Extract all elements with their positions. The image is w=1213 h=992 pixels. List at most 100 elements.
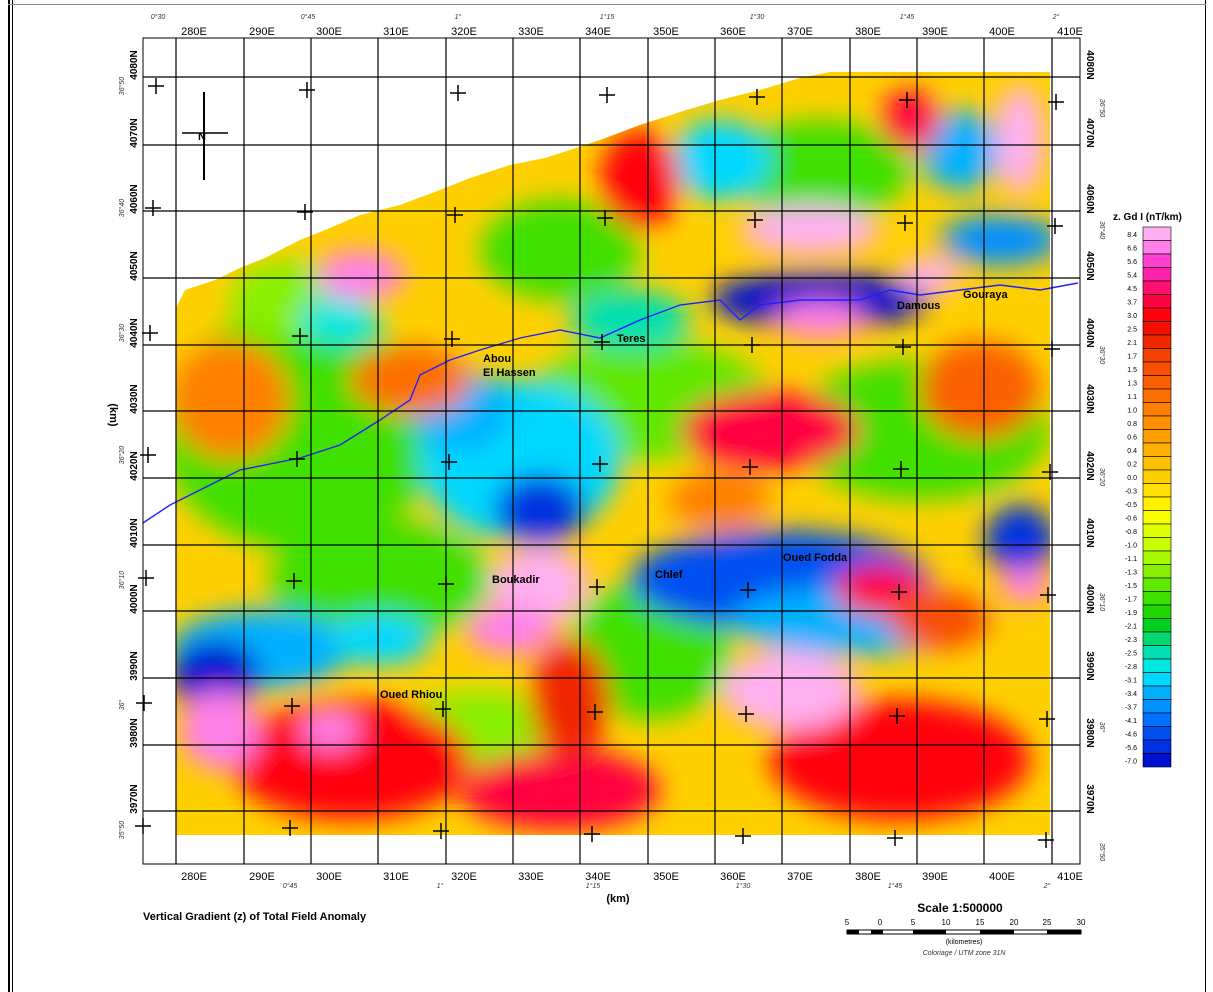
northing-label: 4080N <box>129 50 140 79</box>
legend-swatch <box>1142 429 1172 444</box>
bottom-degree-label: 1°45 <box>888 882 903 890</box>
scale-tick-label: 10 <box>942 918 951 927</box>
legend-swatch <box>1142 321 1172 336</box>
legend-swatch <box>1142 469 1172 484</box>
legend-value: 5.4 <box>1127 272 1137 279</box>
scale-tick-label: 0 <box>878 918 883 927</box>
easting-label: 290E <box>249 26 275 38</box>
legend-swatch <box>1142 496 1172 511</box>
latitude-labels-right: 36°50 36°40 36°30 36°20 36°10 36° 35°50 <box>1098 99 1106 861</box>
northing-label: 4020N <box>129 451 140 480</box>
legend-value: -0.8 <box>1125 529 1137 536</box>
legend-value: -0.3 <box>1125 488 1137 495</box>
legend-swatch <box>1142 726 1172 741</box>
legend-swatch <box>1142 361 1172 376</box>
northing-label: 3990N <box>129 651 140 680</box>
northing-label: 4060N <box>1084 184 1095 213</box>
legend-swatch <box>1142 739 1172 754</box>
legend-swatch <box>1142 658 1172 673</box>
top-degree-label: 1°15 <box>600 13 615 21</box>
legend-swatch <box>1142 267 1172 282</box>
latitude-label: 36°20 <box>1098 468 1106 486</box>
northing-labels-left: 4080N 4070N 4060N 4050N 4040N 4030N 4020N 4010N… <box>129 50 140 813</box>
scale-tick-label: 15 <box>976 918 985 927</box>
legend-swatch <box>1142 712 1172 727</box>
easting-label: 360E <box>720 26 746 38</box>
frame-border-right <box>1205 0 1206 992</box>
legend-swatch <box>1142 375 1172 390</box>
legend-value: -3.1 <box>1125 677 1137 684</box>
north-arrow: N <box>182 92 228 180</box>
easting-label: 380E <box>855 871 881 883</box>
easting-label: 330E <box>518 26 544 38</box>
legend-value: -1.9 <box>1125 610 1137 617</box>
legend-value: 0.0 <box>1127 475 1137 482</box>
legend-value: 4.5 <box>1127 286 1137 293</box>
easting-label: 340E <box>585 26 611 38</box>
legend-value: -4.1 <box>1125 718 1137 725</box>
easting-label: 410E <box>1057 871 1083 883</box>
map-frame <box>142 37 1081 865</box>
legend-value: 2.5 <box>1127 326 1137 333</box>
legend-title: z. Gd I (nT/km) <box>1113 212 1182 223</box>
place-gouraya: Gouraya <box>963 289 1009 301</box>
legend-value: -1.5 <box>1125 583 1137 590</box>
coastline <box>142 282 1079 524</box>
legend-value: -2.1 <box>1125 623 1137 630</box>
easting-label: 300E <box>316 871 342 883</box>
legend-swatch <box>1142 226 1172 241</box>
scale-title: Scale 1:500000 <box>917 901 1003 915</box>
latitude-label: 36°30 <box>118 324 126 342</box>
northing-label: 3990N <box>1084 651 1095 680</box>
scale-unit: (kilometres) <box>946 939 983 946</box>
northing-label: 4020N <box>1084 451 1095 480</box>
legend-swatch <box>1142 483 1172 498</box>
top-degree-label: 0°45 <box>301 13 316 21</box>
legend-swatch <box>1142 604 1172 619</box>
latitude-label: 36°30 <box>1098 346 1106 364</box>
geographic-graticule-crosses <box>135 78 1064 848</box>
bottom-degree-label: 1° <box>437 882 444 890</box>
legend-swatch <box>1142 631 1172 646</box>
legend-value: -1.7 <box>1125 596 1137 603</box>
easting-label: 380E <box>855 26 881 38</box>
frame-border-inner <box>12 0 13 992</box>
legend-swatch <box>1142 564 1172 579</box>
northing-label: 4060N <box>129 184 140 213</box>
top-degree-label: 0°30 <box>151 13 166 21</box>
legend-value: -2.5 <box>1125 650 1137 657</box>
scale-tick-label: 25 <box>1043 918 1052 927</box>
legend-value: -1.0 <box>1125 542 1137 549</box>
latitude-label: 36°50 <box>1098 99 1106 117</box>
bottom-degree-labels: 0°45 1° 1°15 1°30 1°45 2° <box>283 882 1051 890</box>
frame-border-top <box>8 4 1206 5</box>
northing-label: 4030N <box>129 384 140 413</box>
northing-label: 3980N <box>129 718 140 747</box>
bottom-degree-label: 1°30 <box>736 882 751 890</box>
bottom-degree-label: 2° <box>1043 882 1051 890</box>
legend-swatch <box>1142 280 1172 295</box>
legend-swatch <box>1142 388 1172 403</box>
northing-label: 4010N <box>129 518 140 547</box>
latitude-label: 36°50 <box>118 77 126 95</box>
top-degree-label: 1°45 <box>900 13 915 21</box>
latitude-label: 36° <box>1098 722 1106 733</box>
easting-label: 410E <box>1057 26 1083 38</box>
scale-tick-label: 20 <box>1010 918 1019 927</box>
easting-label: 350E <box>653 26 679 38</box>
northing-label: 3970N <box>1084 784 1095 813</box>
latitude-label: 36°10 <box>1098 593 1106 611</box>
easting-label: 300E <box>316 26 342 38</box>
latitude-label: 36°10 <box>118 571 126 589</box>
northing-label: 4070N <box>129 118 140 147</box>
scale-tick-label: 30 <box>1077 918 1086 927</box>
legend-value: 0.8 <box>1127 421 1137 428</box>
legend-value: -4.6 <box>1125 731 1137 738</box>
place-chlef: Chlef <box>655 569 683 581</box>
easting-label: 390E <box>922 871 948 883</box>
easting-labels-bottom: 280E 290E 300E 310E 320E 330E 340E 350E 360E 370E… <box>181 871 1083 883</box>
north-label: N <box>198 131 206 143</box>
legend-value: 0.6 <box>1127 434 1137 441</box>
easting-label: 320E <box>451 871 477 883</box>
latitude-label: 35°50 <box>118 821 126 839</box>
